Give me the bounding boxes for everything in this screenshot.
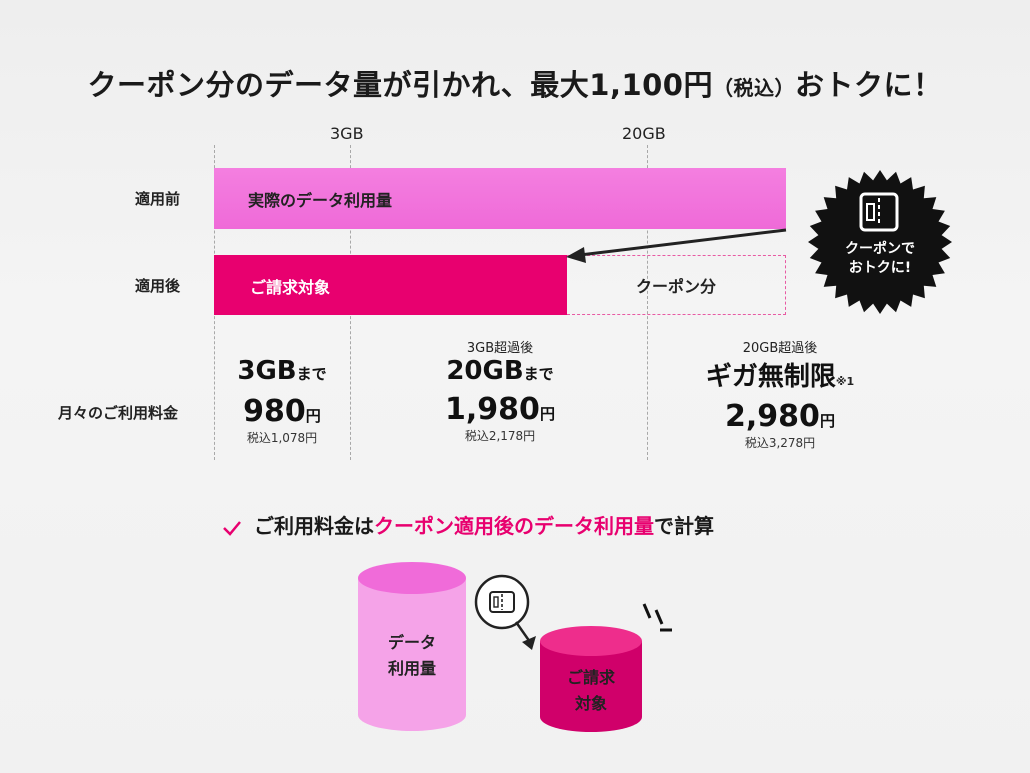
badge-line-1: クーポンで: [845, 241, 915, 257]
tier-price: 2,980円: [680, 399, 880, 434]
axis-tick-3gb: 3GB: [330, 124, 364, 143]
coupon-badge: [808, 170, 952, 314]
tier-main-value: 3GB: [237, 356, 297, 386]
bar-before-label: 実際のデータ利用量: [248, 191, 393, 210]
coupon-arrow: [566, 228, 787, 263]
ticket-icon: [859, 192, 899, 232]
coupon-portion-label: クーポン分: [635, 277, 716, 296]
row-label-after: 適用後: [135, 277, 181, 295]
cylinder-data-usage: [358, 562, 466, 731]
cylinder-big-line-1: データ: [387, 633, 436, 652]
bar-after-billed: ご請求対象: [214, 255, 567, 315]
tier-price-value: 2,980: [725, 399, 820, 434]
tier-unlimited: 20GB超過後 ギガ無制限※1 2,980円 税込3,278円: [680, 337, 880, 451]
tier-caption: [214, 340, 350, 356]
tier-price-yen: 円: [819, 412, 835, 430]
coupon-portion-box: クーポン分: [567, 255, 786, 315]
tier-tax: 税込3,278円: [744, 436, 816, 450]
tier-main: ギガ無制限※1: [680, 356, 880, 393]
tier-price-value: 980: [243, 394, 306, 429]
badge-text: クーポンで おトクに!: [806, 240, 954, 278]
coupon-transfer-icon: [474, 574, 536, 650]
tier-price-yen: 円: [305, 407, 321, 425]
tier-main-suffix: まで: [296, 365, 327, 383]
tier-price: 1,980円: [400, 392, 600, 427]
title-suffix: おトクに！: [795, 68, 943, 102]
guide-line-20gb: [647, 145, 648, 460]
bar-before-usage: 実際のデータ利用量: [214, 168, 786, 229]
cylinder-small-line-1: ご請求: [566, 668, 615, 687]
summary-line: ご利用料金はクーポン適用後のデータ利用量で計算: [222, 510, 862, 539]
summary-highlight: クーポン適用後のデータ利用量: [374, 514, 654, 538]
page-title: クーポン分のデータ量が引かれ、最大1,100円（税込）おトクに！: [0, 62, 1030, 104]
tier-caption: 20GB超過後: [742, 341, 818, 356]
tier-20gb: 3GB超過後 20GBまで 1,980円 税込2,178円: [400, 337, 600, 444]
summary-prefix: ご利用料金は: [254, 514, 374, 538]
cylinder-billed: [540, 626, 642, 732]
check-icon: [223, 520, 241, 536]
tier-main: 20GBまで: [400, 356, 600, 386]
sparkle-icon: [642, 603, 672, 632]
tier-price: 980円: [214, 394, 350, 429]
tier-price-value: 1,980: [445, 392, 540, 427]
tier-main: 3GBまで: [214, 356, 350, 386]
title-tax-note: （税込）: [713, 76, 795, 100]
axis-tick-20gb: 20GB: [622, 124, 666, 143]
cylinder-data-usage-label: データ 利用量: [356, 630, 468, 681]
badge-line-2: おトクに!: [848, 259, 912, 276]
tier-tax: 税込1,078円: [246, 431, 318, 445]
tier-footnote-mark: ※1: [835, 375, 855, 388]
cylinder-billed-label: ご請求 対象: [538, 665, 644, 716]
row-label-before: 適用前: [135, 190, 181, 208]
summary-suffix: で計算: [654, 514, 714, 538]
tier-price-yen: 円: [539, 405, 555, 423]
cylinder-big-line-2: 利用量: [387, 658, 436, 678]
tier-3gb: 3GBまで 980円 税込1,078円: [214, 340, 350, 446]
tier-caption: 3GB超過後: [466, 341, 534, 356]
row-label-fee: 月々のご利用料金: [58, 404, 179, 422]
bar-after-label: ご請求対象: [250, 278, 331, 297]
title-main: クーポン分のデータ量が引かれ、最大1,100円: [87, 68, 713, 102]
tier-main-value: 20GB: [446, 356, 524, 386]
cylinder-small-line-2: 対象: [574, 693, 607, 713]
tier-main-value: ギガ無制限: [705, 362, 836, 392]
tier-tax: 税込2,178円: [464, 429, 536, 443]
tier-main-suffix: まで: [523, 365, 554, 383]
